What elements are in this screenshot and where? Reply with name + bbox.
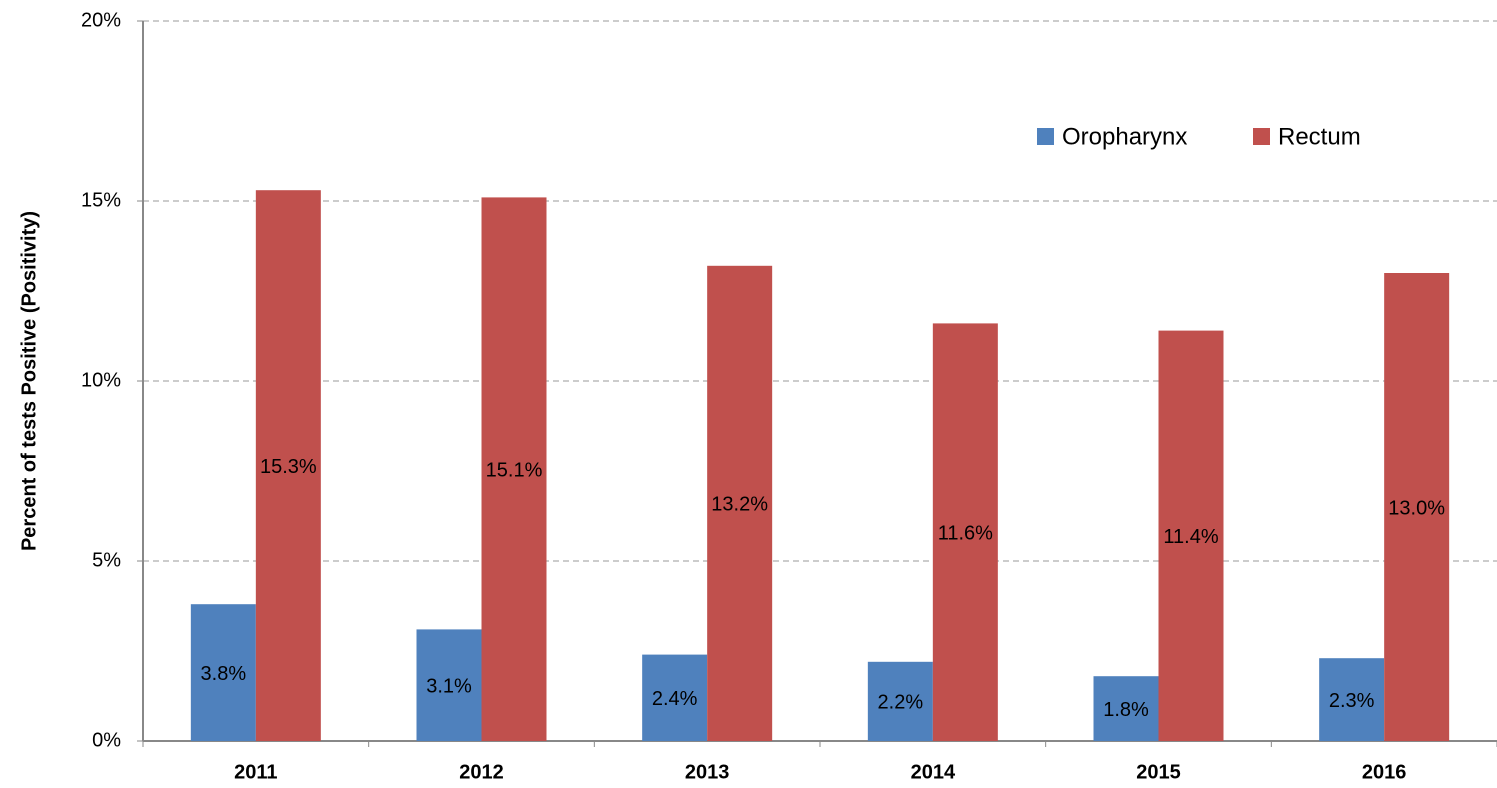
data-label: 3.1%	[426, 675, 472, 697]
bar	[1384, 273, 1450, 741]
x-tick-label: 2016	[1362, 761, 1407, 783]
y-tick-label: 10%	[81, 369, 121, 391]
x-tick-label: 2012	[459, 761, 504, 783]
legend-label: Oropharynx	[1062, 123, 1187, 150]
bar	[707, 265, 773, 741]
x-tick-label: 2013	[685, 761, 730, 783]
bar	[1319, 658, 1385, 741]
data-label: 13.2%	[711, 494, 768, 516]
y-tick-label: 20%	[81, 9, 121, 31]
y-tick-label: 5%	[92, 549, 121, 571]
data-label: 3.8%	[201, 663, 247, 685]
x-tick-label: 2011	[234, 761, 277, 783]
bar	[867, 661, 933, 741]
data-label: 11.4%	[1163, 526, 1218, 548]
bar	[416, 629, 482, 741]
bar	[642, 654, 708, 741]
data-label: 11.6%	[938, 522, 993, 544]
data-label: 15.3%	[260, 456, 317, 478]
y-tick-label: 15%	[81, 189, 121, 211]
bar	[932, 323, 998, 741]
bar	[255, 190, 321, 741]
bar	[1093, 676, 1159, 741]
data-label: 1.8%	[1103, 699, 1149, 721]
legend-swatch	[1253, 128, 1270, 145]
y-axis-label: Percent of tests Positive (Positivity)	[18, 211, 40, 551]
data-label: 2.4%	[652, 688, 698, 710]
x-tick-label: 2014	[911, 761, 956, 783]
data-label: 2.2%	[878, 692, 924, 714]
x-tick-label: 2015	[1136, 761, 1181, 783]
legend-label: Rectum	[1278, 123, 1361, 150]
legend-swatch	[1037, 128, 1054, 145]
data-label: 2.3%	[1329, 690, 1375, 712]
y-tick-label: 0%	[92, 729, 121, 751]
bar	[481, 197, 547, 741]
data-label: 15.1%	[486, 459, 543, 481]
bar	[190, 604, 256, 741]
bar	[1158, 330, 1224, 741]
data-label: 13.0%	[1388, 497, 1445, 519]
